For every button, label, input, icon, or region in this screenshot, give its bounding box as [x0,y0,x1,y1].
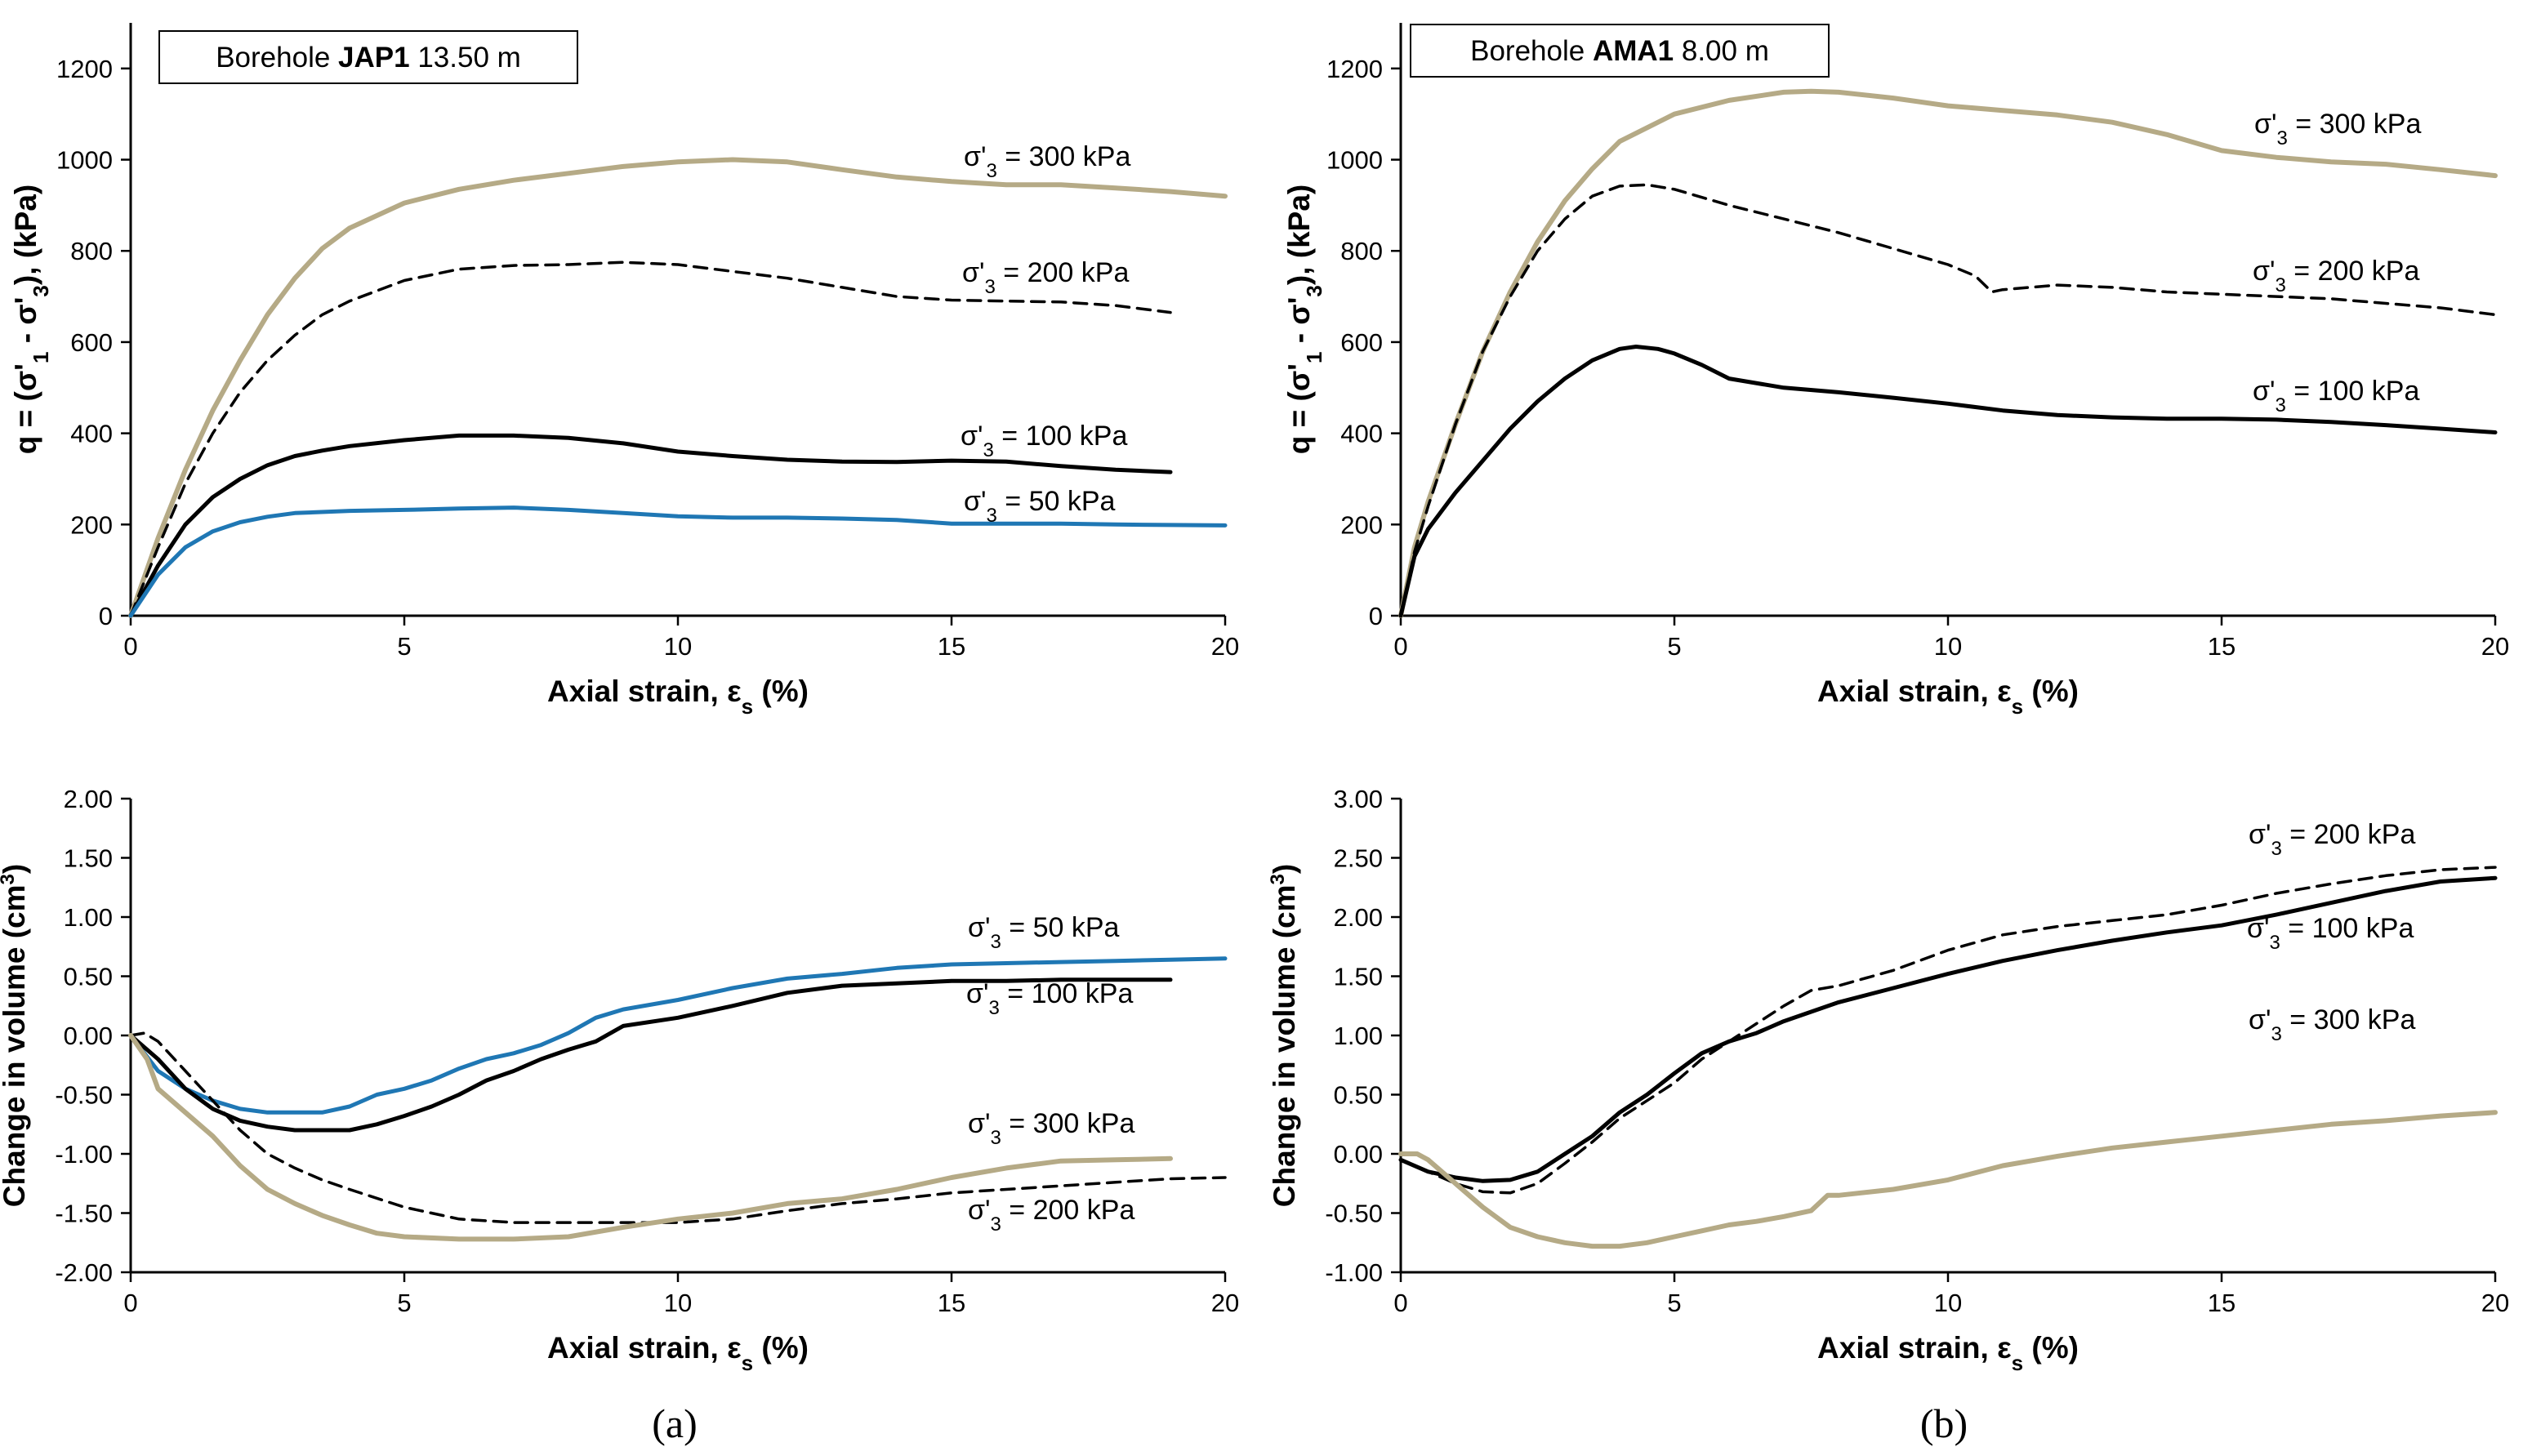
x-tick-label: 15 [2208,1289,2235,1317]
y-tick-label: 0.50 [64,963,113,991]
y-tick-label: 600 [1340,328,1383,357]
y-tick-label: -0.50 [55,1081,113,1110]
y-tick-label: 200 [70,510,113,539]
y-axis-label: Change in volume (cm3) [0,864,31,1207]
y-tick-label: -2.00 [55,1258,113,1287]
y-tick-label: 0.50 [1334,1081,1383,1110]
series-annotation: σ'3 = 200 kPa [2253,256,2419,296]
x-tick-label: 15 [938,1289,965,1317]
x-tick-label: 20 [1211,632,1239,661]
x-tick-label: 5 [1667,1289,1681,1317]
caption-a: (a) [652,1400,698,1446]
x-tick-label: 10 [664,632,692,661]
y-tick-label: 0.00 [1334,1140,1383,1169]
y-tick-label: 600 [70,328,113,357]
series-annotation: σ'3 = 200 kPa [2249,819,2415,860]
y-tick-label: 200 [1340,510,1383,539]
x-tick-label: 5 [397,632,411,661]
y-tick-label: 800 [1340,237,1383,265]
y-tick-label: -1.50 [55,1200,113,1228]
y-tick-label: -1.00 [55,1140,113,1169]
series-annotation: σ'3 = 100 kPa [966,978,1133,1019]
series-annotation: σ'3 = 300 kPa [968,1108,1134,1149]
y-tick-label: 0 [99,602,113,630]
series-line-s100 [128,433,1173,618]
y-tick-label: 400 [1340,420,1383,448]
series-line-s300 [1398,1110,2498,1249]
series-annotation: σ'3 = 200 kPa [962,257,1129,298]
x-tick-label: 20 [2481,1289,2509,1317]
y-tick-label: 1.50 [64,844,113,873]
y-tick-label: 800 [70,237,113,265]
x-axis-label: Axial strain, εs (%) [1817,1331,2079,1375]
y-tick-label: 1000 [56,146,113,175]
y-tick-label: 1200 [1326,55,1383,83]
borehole-label-box [1410,24,1830,78]
series-line-s200 [1399,866,2497,1195]
series-line-s300 [128,1033,1173,1242]
y-tick-label: 2.00 [1334,903,1383,932]
x-axis-label: Axial strain, εs (%) [1817,675,2079,719]
x-tick-label: 15 [2208,632,2235,661]
chart-a-bottom: 0 5 10 15 20 -2.00 -1.50 -1.00 -0.50 0.00 0.50 1.00… [0,785,1239,1375]
y-tick-label: 0 [1369,602,1383,630]
series-line-s50 [128,956,1228,1115]
series-line-s200 [129,260,1172,617]
x-tick-label: 0 [123,632,137,661]
x-tick-label: 20 [1211,1289,1239,1317]
y-tick-label: 1.00 [64,903,113,932]
y-axis-label: q = (σ'1 - σ'3), (kPa) [9,185,53,455]
x-tick-label: 0 [1393,1289,1407,1317]
y-tick-label: 1.50 [1334,963,1383,991]
x-tick-label: 0 [1393,632,1407,661]
x-axis-label: Axial strain, εs (%) [547,675,809,719]
y-tick-label: 1200 [56,55,113,83]
series-annotation: σ'3 = 200 kPa [968,1195,1134,1236]
series-line-s300 [128,157,1228,618]
series-line-s200 [1399,183,2497,617]
y-tick-label: 0.00 [64,1022,113,1050]
borehole-label-box [158,30,578,84]
borehole-label: Borehole JAP1 13.50 m [216,42,521,73]
y-tick-label: 1.00 [1334,1022,1383,1050]
x-tick-label: 10 [1934,632,1962,661]
y-tick-label: 1000 [1326,146,1383,175]
x-tick-label: 10 [1934,1289,1962,1317]
series-line-s200 [129,1031,1227,1224]
x-tick-label: 15 [938,632,965,661]
y-tick-label: -1.00 [1325,1258,1383,1287]
y-tick-label: 400 [70,420,113,448]
borehole-label: Borehole AMA1 8.00 m [1470,35,1769,67]
series-annotation: σ'3 = 300 kPa [2249,1004,2415,1045]
x-tick-label: 20 [2481,632,2509,661]
series-line-s100 [128,977,1173,1133]
series-line-s50 [128,505,1228,618]
series-line-s100 [1398,875,2498,1183]
y-axis-label: q = (σ'1 - σ'3), (kPa) [1282,185,1326,455]
x-tick-label: 5 [397,1289,411,1317]
series-annotation: σ'3 = 50 kPa [968,912,1120,953]
series-annotation: σ'3 = 100 kPa [2247,913,2414,954]
series-annotation: σ'3 = 100 kPa [961,421,1127,461]
y-tick-label: 3.00 [1334,785,1383,813]
x-axis-label: Axial strain, εs (%) [547,1331,809,1375]
x-tick-label: 5 [1667,632,1681,661]
caption-b: (b) [1920,1400,1968,1446]
series-annotation: σ'3 = 100 kPa [2253,376,2419,416]
series-annotation: σ'3 = 300 kPa [2254,109,2421,149]
y-tick-label: -0.50 [1325,1200,1383,1228]
y-tick-label: 2.50 [1334,844,1383,873]
series-annotation: σ'3 = 50 kPa [964,486,1116,527]
y-tick-label: 2.00 [64,785,113,813]
x-tick-label: 10 [664,1289,692,1317]
y-axis-label: Change in volume (cm3) [1267,864,1302,1207]
series-line-s100 [1398,345,2498,618]
series-annotation: σ'3 = 300 kPa [964,141,1130,182]
chart-b-bottom: 0 5 10 15 20 -1.00 -0.50 0.00 0.50 1.00 1.50 2.00 2.… [1267,785,2510,1375]
x-tick-label: 0 [123,1289,137,1317]
